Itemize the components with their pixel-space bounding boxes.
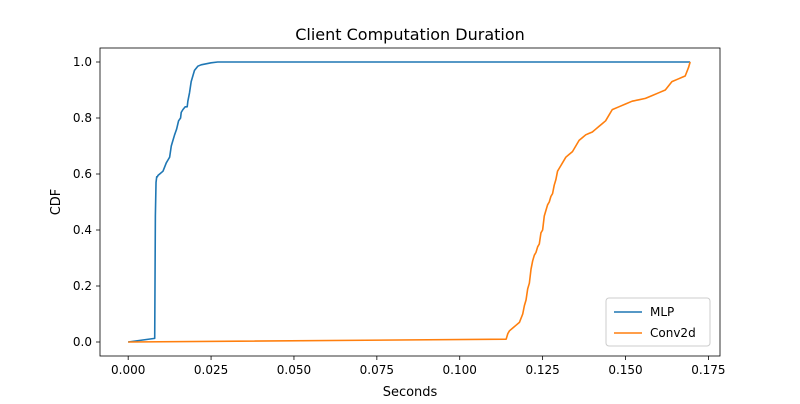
y-tick-label: 0.4: [73, 223, 92, 237]
plot-area: 0.000 0.025 0.050 0.075 0.100 0.125 0.150 0.175…: [73, 47, 726, 377]
chart-title: Client Computation Duration: [295, 25, 525, 44]
legend-label-mlp: MLP: [650, 305, 674, 319]
legend-box: [605, 297, 711, 347]
y-tick-label: 0.2: [73, 279, 92, 293]
x-tick-label: 0.125: [525, 363, 559, 377]
x-tick-label: 0.050: [277, 363, 311, 377]
x-tick-label: 0.025: [194, 363, 228, 377]
y-axis-label: CDF: [49, 189, 64, 216]
x-axis-label: Seconds: [383, 385, 438, 400]
x-tick-label: 0.075: [360, 363, 394, 377]
series-line-mlp: [128, 61, 691, 343]
legend-label-conv2d: Conv2d: [650, 326, 696, 340]
series-line-conv2d: [128, 61, 691, 343]
x-tick-label: 0.150: [608, 363, 642, 377]
y-tick-label: 1.0: [73, 55, 92, 69]
y-tick-label: 0.8: [73, 111, 92, 125]
y-tick-label: 0.6: [73, 167, 92, 181]
x-tick-label: 0.175: [691, 363, 725, 377]
x-tick-label: 0.100: [443, 363, 477, 377]
legend: MLP Conv2d: [605, 297, 711, 347]
x-tick-label: 0.000: [111, 363, 145, 377]
axes-frame: [99, 47, 721, 357]
y-tick-label: 0.0: [73, 335, 92, 349]
